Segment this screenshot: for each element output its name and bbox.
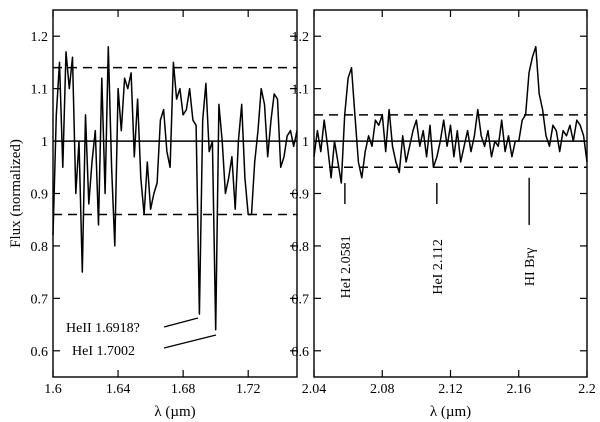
- annotation-leader-line: [163, 334, 217, 349]
- plot-frame: [313, 9, 588, 378]
- y-tick-label: 1: [302, 135, 309, 150]
- spectrum-line: [52, 45, 298, 331]
- line-annotation: HeII 1.6918?: [66, 321, 140, 336]
- line-annotation: HI Brγ: [523, 248, 538, 286]
- left-panel: 0.6 0.7 0.8 0.9 1 1.1 1.2 1.6 1.64 1.68 1.72 λ (µm)…: [8, 9, 298, 420]
- y-tick-label: 0.8: [292, 240, 310, 255]
- y-tick-label: 1: [41, 135, 48, 150]
- y-tick-label: 0.9: [292, 188, 310, 203]
- y-axis-label: Flux (normalized): [8, 139, 24, 248]
- x-tick-label: 1.72: [236, 382, 261, 397]
- x-tick-label: 2.2: [578, 382, 596, 397]
- line-annotation: HeI 2.112: [431, 239, 446, 294]
- y-tick-label: 0.9: [31, 188, 49, 203]
- x-tick-label: 2.12: [438, 382, 463, 397]
- x-axis-label: λ (µm): [154, 404, 195, 420]
- y-tick-label: 0.7: [31, 292, 49, 307]
- x-tick-label: 1.64: [106, 382, 131, 397]
- x-axis-label: λ (µm): [430, 404, 471, 420]
- x-tick-label: 2.08: [370, 382, 395, 397]
- y-tick-label: 0.8: [31, 240, 49, 255]
- right-panel: 0.6 0.7 0.8 0.9 1 1.1 1.2 2.04 2.08 2.12 2.16 2.2 λ …: [292, 9, 596, 420]
- line-annotation: HeI 2.0581: [339, 235, 354, 298]
- x-tick-label: 2.16: [507, 382, 532, 397]
- y-tick-label: 0.6: [31, 345, 49, 360]
- annotation-leader-line: [163, 317, 199, 328]
- y-tick-label: 0.7: [292, 292, 310, 307]
- y-tick-label: 1.1: [292, 83, 310, 98]
- y-tick-label: 1.1: [31, 83, 49, 98]
- x-tick-label: 1.6: [44, 382, 62, 397]
- y-tick-label: 1.2: [292, 30, 310, 45]
- y-tick-label: 0.6: [292, 345, 310, 360]
- spectrum-line: [313, 45, 588, 184]
- x-tick-label: 1.68: [171, 382, 196, 397]
- y-tick-label: 1.2: [31, 30, 49, 45]
- line-annotation: HeI 1.7002: [72, 344, 135, 359]
- x-tick-label: 2.04: [302, 382, 327, 397]
